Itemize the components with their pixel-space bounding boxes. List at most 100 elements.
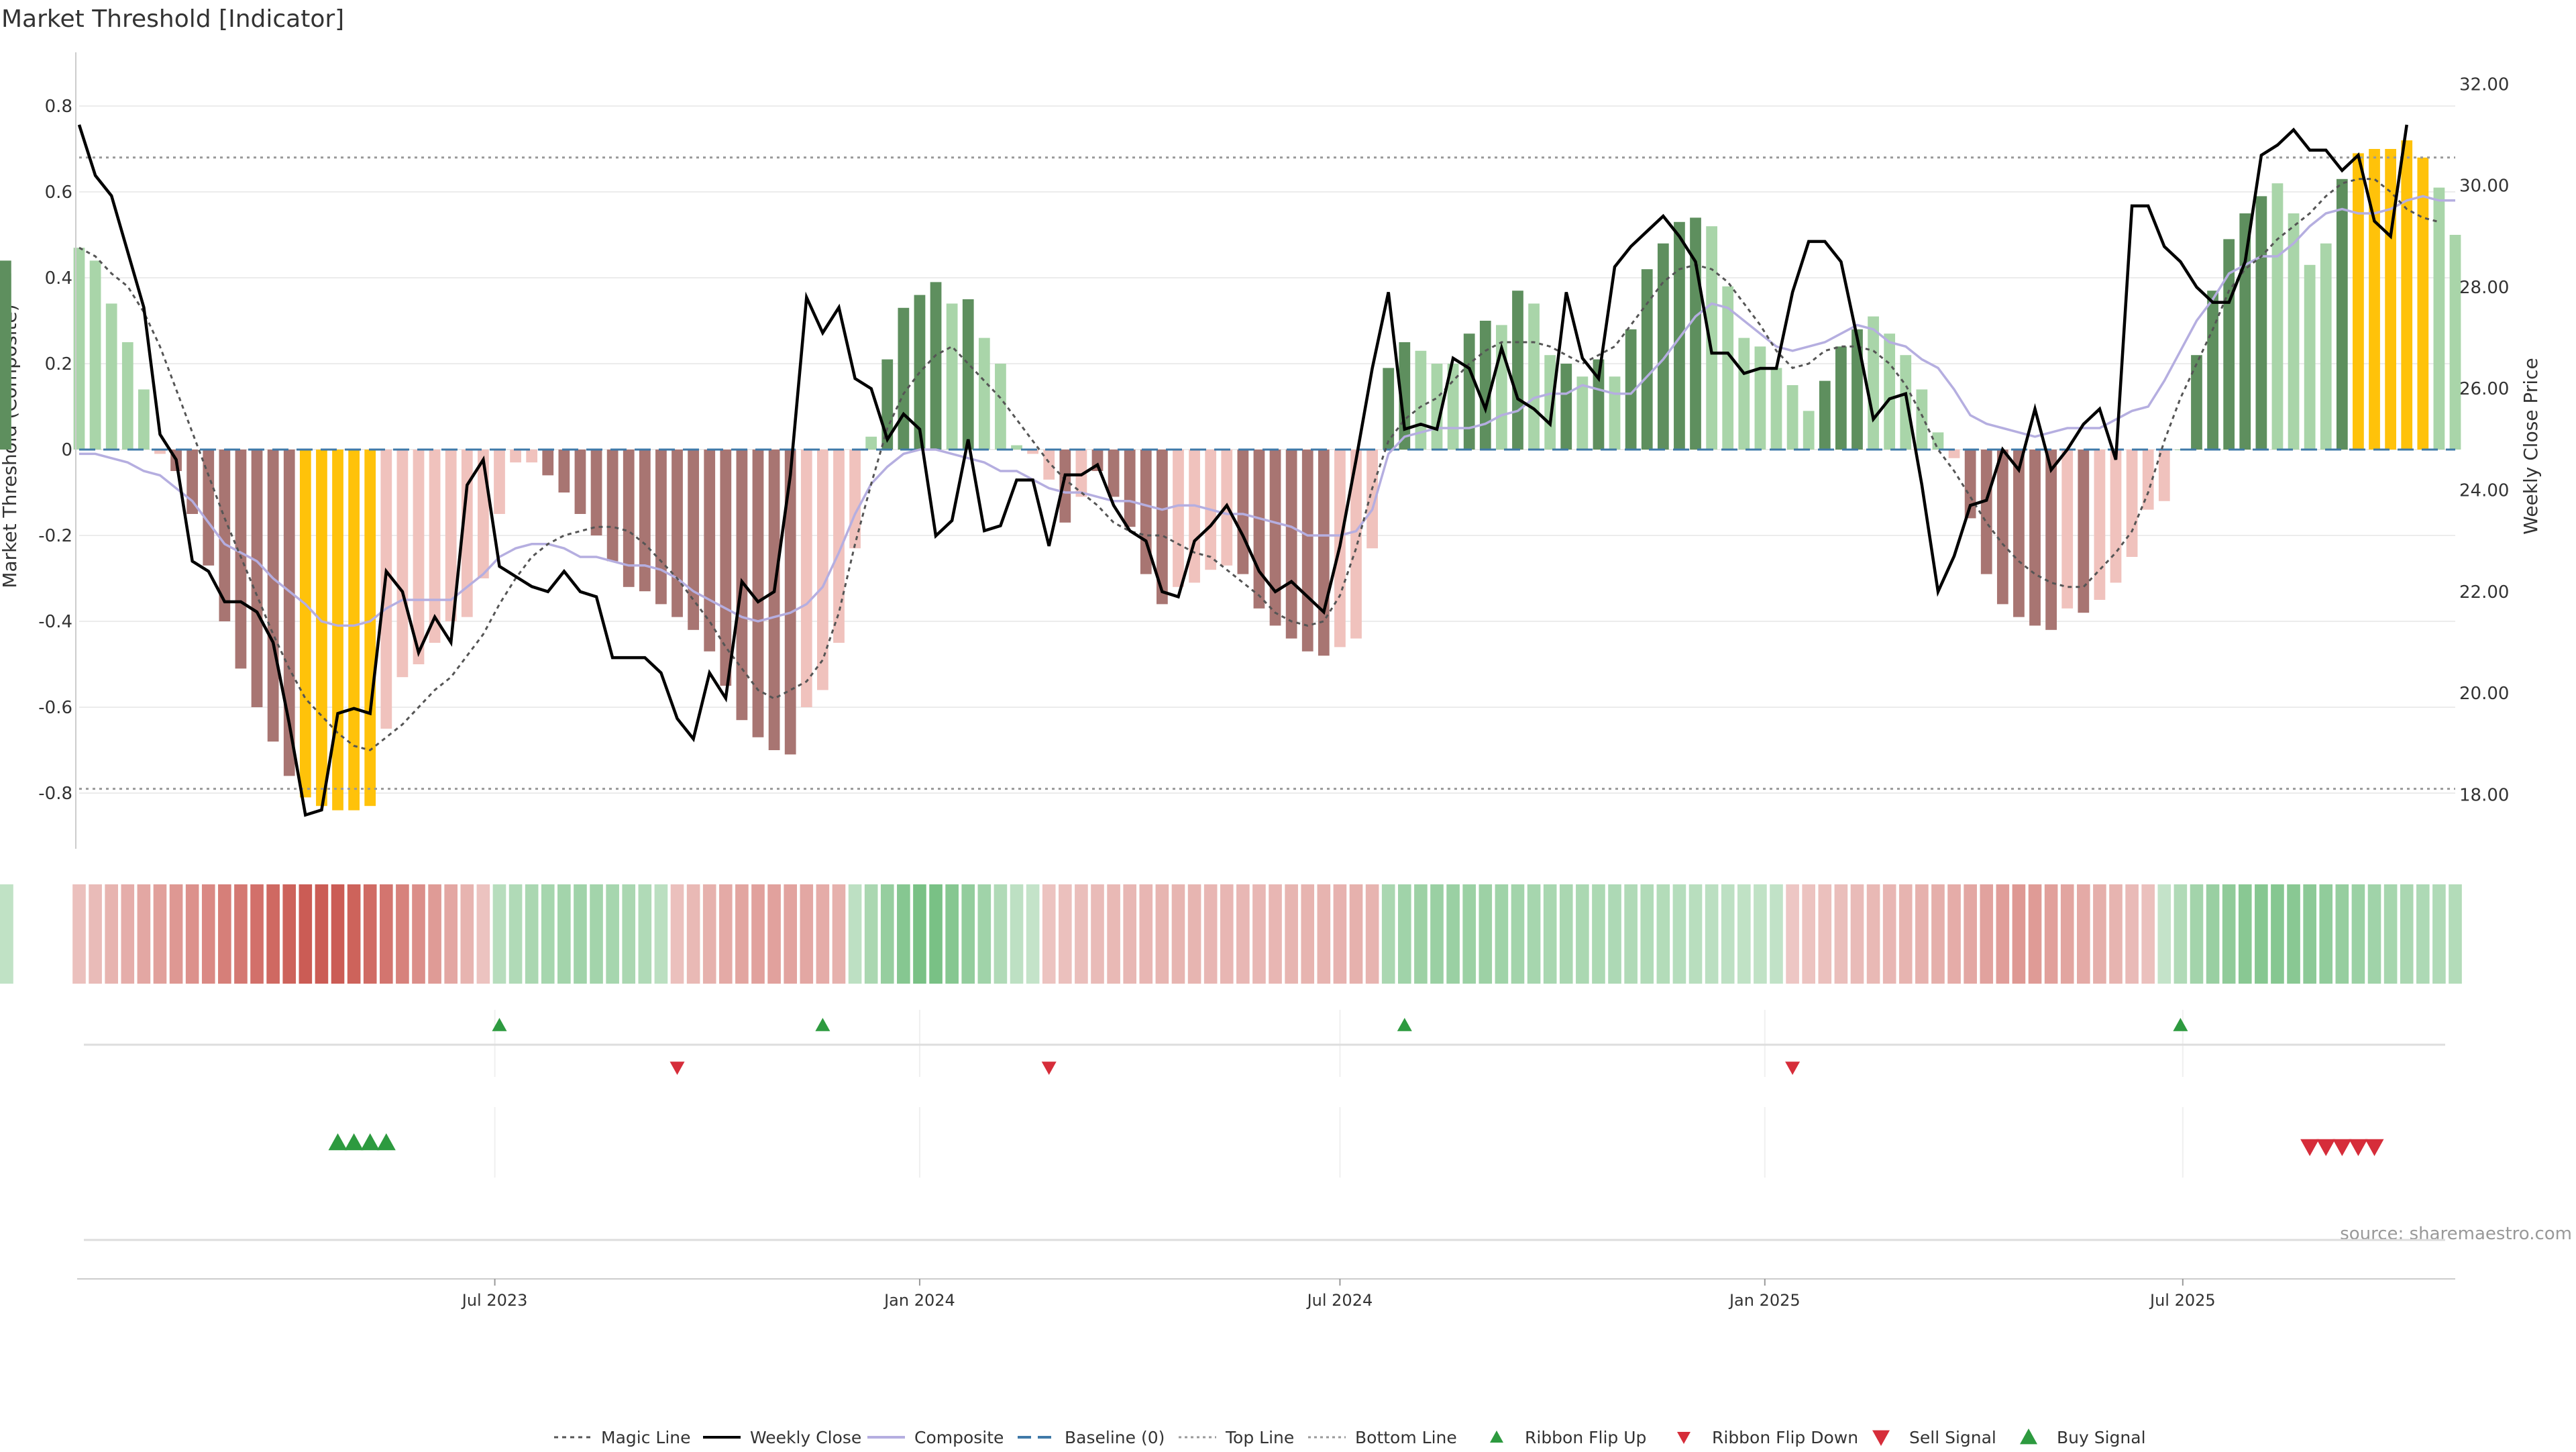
composite-bar [623,450,635,587]
ribbon-cell [1107,884,1120,984]
signal-panels [84,1010,2445,1241]
composite-bar [1948,450,1960,458]
ribbon-cell [2222,884,2236,984]
legend-label: Composite [914,1428,1004,1447]
sell-signal-marker [2332,1139,2352,1156]
buy-signal-marker [328,1133,347,1151]
ribbon-cell [1656,884,1670,984]
legend-swatch [1490,1431,1503,1443]
legend-label: Baseline (0) [1065,1428,1165,1447]
composite-bar [1059,450,1071,523]
composite-bar [1043,450,1055,480]
composite-bar [1157,450,1168,605]
ribbon-cell [1414,884,1428,984]
ribbon-flip-down-marker [1041,1061,1057,1075]
composite-bar [817,450,828,690]
composite-bar [154,450,166,454]
ribbon-cell [751,884,765,984]
ribbon-cell [250,884,264,984]
ribbon-cell [590,884,603,984]
ribbon-cell [977,884,991,984]
ribbon-cell [1301,884,1315,984]
ribbon-cell [1527,884,1541,984]
composite-bar [2369,149,2380,450]
composite-bar [1318,450,1330,656]
ribbon-cell [396,884,409,984]
ribbon-flip-up-marker [492,1018,507,1031]
ribbon-cell [702,884,716,984]
composite-bar [2320,243,2332,450]
buy-signal-marker [360,1133,380,1151]
composite-bar [1366,450,1378,549]
buy-signal-marker [376,1133,396,1151]
ribbon-flip-up-marker [2173,1018,2188,1031]
legend-item: Buy Signal [2020,1428,2146,1447]
composite-bar [784,450,796,755]
composite-bar [1593,359,1605,450]
composite-bar [704,450,716,652]
ribbon-cell [2012,884,2026,984]
composite-bar [1544,355,1556,450]
composite-bar [2417,157,2429,450]
legend-label: Weekly Close [750,1428,861,1447]
ribbon-cell [1236,884,1250,984]
ribbon-cell [1882,884,1896,984]
composite-bar [2013,450,2025,617]
composite-bar [526,450,538,463]
ribbon-cell [1947,884,1961,984]
composite-bar [1835,346,1847,450]
ribbon-cell [1446,884,1460,984]
ribbon-flip-up-marker [815,1018,830,1031]
ribbon-cell [218,884,231,984]
composite-bar [2288,213,2300,450]
x-tick-label: Jul 2023 [461,1291,528,1310]
ribbon-cell [2255,884,2268,984]
ribbon-cell [1187,884,1201,984]
composite-bar [1706,226,1717,450]
ribbon-cell [929,884,943,984]
ribbon-cell [2400,884,2414,984]
composite-bar [1754,346,1766,450]
ribbon-panel [0,884,2462,984]
ribbon-cell [1139,884,1153,984]
y-tick-label: 0 [61,440,72,460]
composite-bar [1350,450,1362,639]
ribbon-flip-down-marker [1785,1061,1801,1075]
ribbon-cell [574,884,587,984]
ribbon-cell [379,884,393,984]
composite-bar [1463,333,1475,450]
ribbon-cell [1592,884,1605,984]
ribbon-cell [1058,884,1072,984]
ribbon-cell [185,884,199,984]
ribbon-cell [784,884,798,984]
ribbon-cell [1559,884,1573,984]
composite-bar [1479,321,1491,450]
ribbon-cell [1834,884,1848,984]
ribbon-cell [800,884,814,984]
composite-bar [429,450,441,643]
composite-bar [1964,450,1976,519]
composite-bar [1770,368,1782,450]
y-tick-label-right: 30.00 [2459,176,2509,197]
composite-bar [1900,355,1912,450]
composite-bar [2353,153,2364,450]
composite-bar [2239,213,2251,450]
composite-bar [105,303,117,450]
x-tick-label: Jan 2025 [1728,1291,1801,1310]
ribbon-cell [1026,884,1040,984]
ribbon-cell [945,884,959,984]
legend-label: Magic Line [601,1428,691,1447]
legend-swatch [2020,1429,2037,1445]
y-tick-label-right: 22.00 [2459,582,2509,603]
ribbon-cell [2287,884,2300,984]
composite-bar [494,450,505,514]
ribbon-cell [1349,884,1363,984]
composite-bar [1124,450,1136,527]
legend-item: Magic Line [554,1428,691,1447]
ribbon-cell [994,884,1008,984]
y-tick-label: -0.4 [38,612,72,632]
composite-bar [1996,450,2008,605]
composite-bar [1415,350,1427,450]
legend-item: Top Line [1179,1428,1294,1447]
composite-bar [574,450,586,514]
